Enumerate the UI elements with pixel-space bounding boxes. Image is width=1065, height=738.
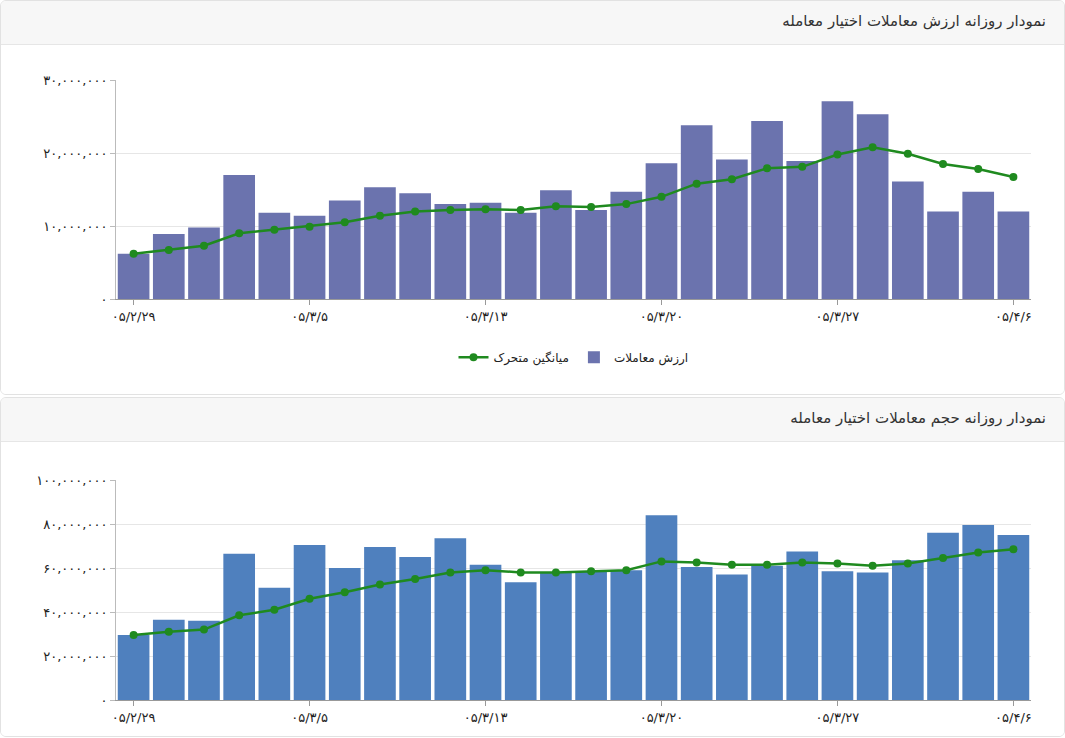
svg-text:۰۵/۴/۶: ۰۵/۴/۶ <box>995 309 1032 324</box>
svg-text:۲۰,۰۰۰,۰۰۰: ۲۰,۰۰۰,۰۰۰ <box>43 649 107 664</box>
svg-text:۲۰,۰۰۰,۰۰۰: ۲۰,۰۰۰,۰۰۰ <box>43 146 107 161</box>
svg-text:۸۰,۰۰۰,۰۰۰: ۸۰,۰۰۰,۰۰۰ <box>43 517 107 532</box>
svg-text:۰۵/۲/۲۹: ۰۵/۲/۲۹ <box>112 710 156 725</box>
svg-text:۰۵/۳/۵: ۰۵/۳/۵ <box>291 710 328 725</box>
svg-text:۰۵/۳/۲۰: ۰۵/۳/۲۰ <box>640 309 684 324</box>
svg-text:۶۰,۰۰۰,۰۰۰: ۶۰,۰۰۰,۰۰۰ <box>43 561 107 576</box>
svg-text:۰: ۰ <box>100 693 107 708</box>
svg-text:۰: ۰ <box>100 292 107 307</box>
svg-text:۱۰۰,۰۰۰,۰۰۰: ۱۰۰,۰۰۰,۰۰۰ <box>36 473 107 488</box>
svg-text:ارزش معاملات: ارزش معاملات <box>614 351 688 366</box>
svg-text:۱۰,۰۰۰,۰۰۰: ۱۰,۰۰۰,۰۰۰ <box>43 219 107 234</box>
svg-text:۳۰,۰۰۰,۰۰۰: ۳۰,۰۰۰,۰۰۰ <box>43 73 107 88</box>
svg-text:۰۵/۳/۵: ۰۵/۳/۵ <box>291 309 328 324</box>
svg-text:۰۵/۳/۱۳: ۰۵/۳/۱۳ <box>464 309 508 324</box>
html-text:نمودار روزانه حجم معاملات اختی: نمودار روزانه حجم معاملات اختیار معامله <box>790 409 1046 427</box>
svg-text:۰۵/۳/۲۷: ۰۵/۳/۲۷ <box>816 710 860 725</box>
svg-text:۰۵/۳/۱۳: ۰۵/۳/۱۳ <box>464 710 508 725</box>
svg-text:۰۵/۲/۲۹: ۰۵/۲/۲۹ <box>112 309 156 324</box>
svg-text:۴۰,۰۰۰,۰۰۰: ۴۰,۰۰۰,۰۰۰ <box>43 605 107 620</box>
svg-text:میانگین متحرک: میانگین متحرک <box>494 351 569 366</box>
svg-text:۰۵/۳/۲۰: ۰۵/۳/۲۰ <box>640 710 684 725</box>
html-text:نمودار روزانه ارزش معاملات اخت: نمودار روزانه ارزش معاملات اختیار معامله <box>782 12 1046 30</box>
svg-text:۰۵/۳/۲۷: ۰۵/۳/۲۷ <box>816 309 860 324</box>
svg-text:۰۵/۴/۶: ۰۵/۴/۶ <box>995 710 1032 725</box>
